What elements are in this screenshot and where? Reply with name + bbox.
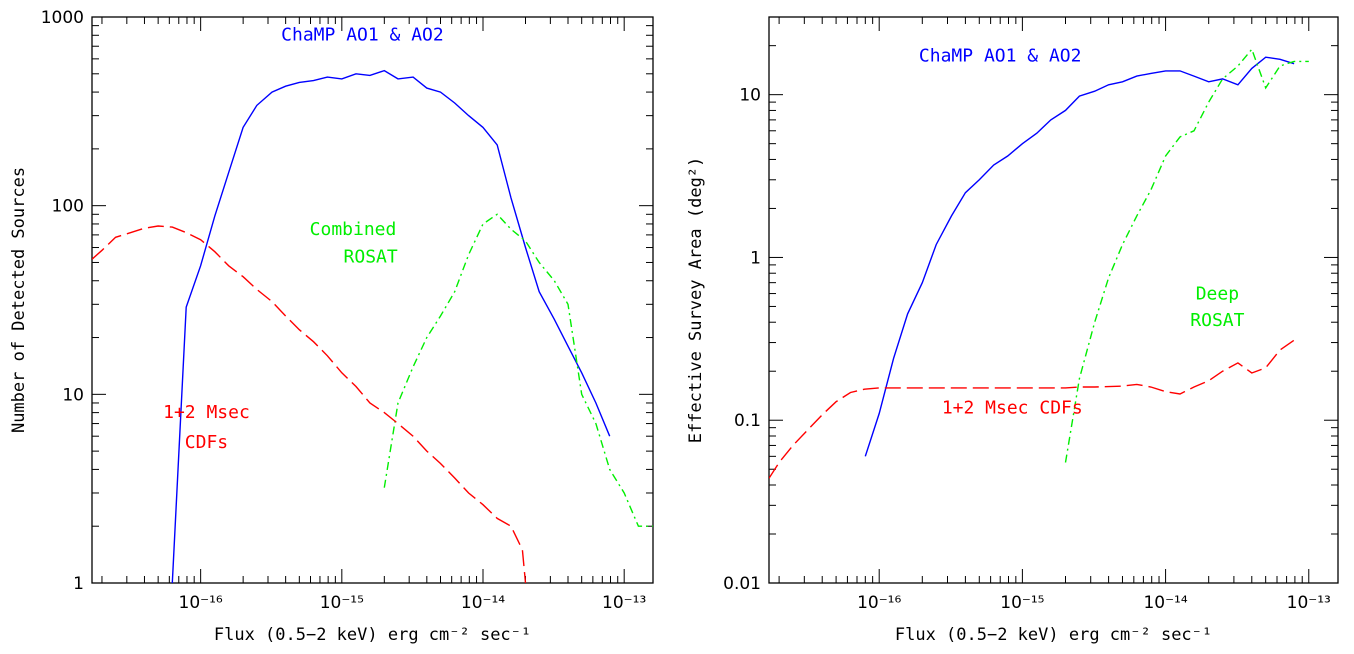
- chart1-annotation: Deep: [1196, 284, 1239, 305]
- chart1-series-1-2-msec-cdfs: [769, 339, 1295, 479]
- chart0-frame: [91, 16, 654, 584]
- chart1-xtick-label: 10⁻¹³: [1287, 593, 1331, 613]
- chart0-xtick-label: 10⁻¹⁶: [179, 593, 223, 613]
- chart0-annotation: ROSAT: [344, 246, 398, 267]
- chart0-xtick-label: 10⁻¹³: [602, 593, 646, 613]
- chart0-ytick-label: 1000: [41, 8, 84, 28]
- chart0-ytick-label: 1: [73, 574, 84, 594]
- chart0-annotation: ChaMP AO1 & AO2: [281, 25, 444, 46]
- chart0-ytick-label: 10: [62, 385, 84, 405]
- chart0-ylabel: Number of Detected Sources: [9, 167, 29, 433]
- chart0-series-champ-ao1-ao2: [171, 69, 611, 583]
- chart0-xlabel: Flux (0.5−2 keV) erg cm⁻² sec⁻¹: [214, 625, 531, 645]
- chart0-series-1-2-msec-cdfs: [92, 225, 527, 583]
- chart1-ytick-label: 10: [739, 86, 761, 106]
- chart0-series-combined-rosat: [383, 213, 653, 527]
- chart1-xtick-label: 10⁻¹⁵: [1000, 593, 1044, 613]
- chart1-xtick-label: 10⁻¹⁶: [857, 593, 901, 613]
- chart0-ytick-label: 100: [52, 197, 84, 217]
- chart1-annotation: ChaMP AO1 & AO2: [919, 45, 1082, 66]
- chart1-series-deep-rosat: [1064, 47, 1309, 463]
- chart1-xlabel: Flux (0.5−2 keV) erg cm⁻² sec⁻¹: [895, 625, 1212, 645]
- chart1-ytick-label: 1: [750, 248, 761, 268]
- chart0-annotation: 1+2 Msec: [163, 402, 250, 423]
- left-chart-number-of-sources: 10⁻¹⁶ 10⁻¹⁵ 10⁻¹⁴ 10⁻¹³ 1 10 100 1000 Flux (0.5−…: [9, 8, 654, 645]
- chart0-xtick-label: 10⁻¹⁴: [461, 593, 505, 613]
- right-chart-survey-area: 10⁻¹⁶ 10⁻¹⁵ 10⁻¹⁴ 10⁻¹³ 0.01 0.1 1 10 Flux (0.5−…: [686, 16, 1339, 645]
- chart1-frame: [768, 16, 1339, 584]
- chart1-series-champ-ao1-ao2: [864, 56, 1295, 457]
- chart1-annotation: ROSAT: [1190, 310, 1244, 331]
- chart0-annotation: Combined: [310, 219, 397, 240]
- chart0-xtick-label: 10⁻¹⁵: [320, 593, 364, 613]
- chart1-ytick-label: 0.1: [734, 411, 761, 431]
- chart1-annotation: 1+2 Msec CDFs: [942, 397, 1083, 418]
- chart1-ylabel: Effective Survey Area (deg²): [686, 157, 706, 444]
- chart1-xtick-label: 10⁻¹⁴: [1143, 593, 1187, 613]
- chart1-ytick-label: 0.01: [723, 574, 761, 594]
- chart0-annotation: CDFs: [185, 432, 228, 453]
